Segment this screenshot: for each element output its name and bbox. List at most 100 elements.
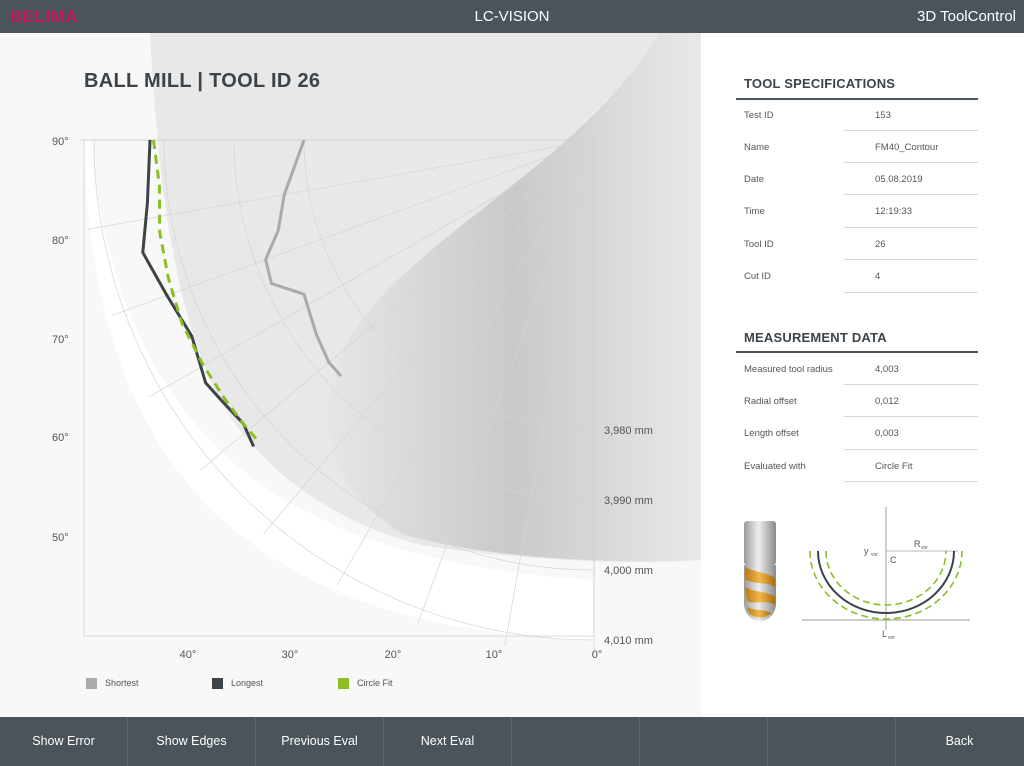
angle-tick-label: 40° — [180, 649, 197, 661]
empty-button-slot — [768, 717, 896, 766]
angle-tick-label: 10° — [486, 649, 503, 661]
row-divider — [844, 259, 978, 260]
radius-tick-label: 4,010 mm — [604, 635, 653, 647]
row-divider — [844, 194, 978, 195]
tool-specifications-title: TOOL SPECIFICATIONS — [744, 76, 896, 91]
r-vor-label: R — [914, 539, 921, 549]
grid-arc — [93, 139, 595, 641]
l-vor-subscript: vor — [888, 635, 895, 641]
elevation-axis: 90° 80° 70° 60° 50° — [52, 136, 69, 544]
elevation-tick-label: 90° — [52, 136, 69, 148]
back-button[interactable]: Back — [945, 734, 974, 748]
radius-tick-label: 4,000 mm — [604, 565, 653, 577]
legend-swatch-longest — [212, 678, 223, 690]
grid-radial-line — [87, 139, 595, 230]
radius-tick-label: 3,980 mm — [604, 425, 653, 437]
tool-silhouette-inner — [327, 33, 701, 562]
bottom-toolbar: Show Error Show Edges Previous Eval Next… — [0, 717, 1024, 766]
elevation-tick-label: 50° — [52, 532, 69, 544]
plot-frame — [83, 139, 595, 637]
spec-label: Name — [744, 142, 770, 153]
legend-item-circle-fit: Circle Fit — [338, 678, 393, 690]
empty-button-slot — [640, 717, 768, 766]
polar-chart: 40° 30° 20° 10° 0° 90° 80° 70° 60° 50° 3,980 mm 3… — [52, 33, 701, 717]
legend-item-longest: Longest — [212, 678, 264, 690]
grid-radial-line — [110, 139, 595, 317]
section-divider — [736, 351, 978, 353]
show-error-button[interactable]: Show Error — [0, 717, 128, 766]
spec-label: Date — [744, 174, 765, 185]
elevation-tick-label: 60° — [52, 432, 69, 444]
spec-value: 12:19:33 — [875, 206, 912, 217]
brand-logo: BELIMA — [10, 7, 79, 26]
angle-tick-label: 30° — [282, 649, 299, 661]
radius-tick-label: 3,990 mm — [604, 495, 653, 507]
row-divider — [844, 416, 978, 417]
measurement-label: Measured tool radius — [744, 364, 833, 375]
legend-label-circle-fit: Circle Fit — [357, 678, 393, 688]
measurement-value: Circle Fit — [875, 461, 913, 472]
measurement-label: Radial offset — [744, 396, 797, 407]
legend-label-shortest: Shortest — [105, 678, 139, 688]
row-divider — [844, 292, 978, 293]
elevation-tick-label: 80° — [52, 235, 69, 247]
top-bar: BELIMA LC-VISION 3D ToolControl — [0, 0, 1024, 33]
spec-value: FM40_Contour — [875, 142, 939, 153]
angle-tick-label: 0° — [592, 649, 603, 661]
section-divider — [736, 98, 978, 100]
app-title: LC-VISION — [474, 8, 550, 25]
grid-radial-line — [417, 139, 595, 624]
row-divider — [844, 130, 978, 131]
grid-radial-line — [200, 139, 595, 471]
series-shortest — [264, 139, 343, 377]
ball-mill-icon — [744, 521, 776, 621]
chart-grid — [80, 139, 595, 654]
c-label: C — [890, 555, 897, 565]
row-divider — [844, 227, 978, 228]
measurement-label: Evaluated with — [744, 461, 806, 472]
spec-label: Tool ID — [744, 239, 774, 250]
grid-arc — [303, 139, 595, 431]
legend-item-shortest: Shortest — [86, 678, 139, 690]
grid-arc — [233, 139, 595, 501]
tolerance-band — [84, 140, 594, 640]
elevation-tick-label: 70° — [52, 334, 69, 346]
spec-value: 26 — [875, 239, 886, 250]
y-vor-label: y — [864, 546, 869, 556]
row-divider — [844, 481, 978, 482]
legend-swatch-circle-fit — [338, 678, 349, 690]
angle-axis: 40° 30° 20° 10° 0° — [180, 649, 603, 661]
spec-value: 153 — [875, 110, 891, 121]
grid-radial-line — [148, 139, 595, 398]
r-vor-subscript: vor — [921, 545, 928, 551]
series-longest — [141, 139, 255, 448]
previous-eval-button[interactable]: Previous Eval — [256, 717, 384, 766]
spec-label: Time — [744, 206, 765, 217]
grid-arc — [163, 139, 595, 571]
show-edges-button[interactable]: Show Edges — [128, 717, 256, 766]
legend-label-longest: Longest — [231, 678, 264, 688]
next-eval-button[interactable]: Next Eval — [384, 717, 512, 766]
spec-label: Cut ID — [744, 271, 771, 282]
empty-button-slot — [512, 717, 640, 766]
legend-swatch-shortest — [86, 678, 97, 690]
measurement-value: 0,003 — [875, 428, 899, 439]
page-title: BALL MILL | TOOL ID 26 — [84, 70, 321, 92]
grid-radial-line — [504, 139, 595, 647]
spec-value: 4 — [875, 271, 881, 282]
row-divider — [844, 449, 978, 450]
measurement-label: Length offset — [744, 428, 799, 439]
spec-label: Test ID — [744, 110, 774, 121]
measurement-value: 0,012 — [875, 396, 899, 407]
measurement-value: 4,003 — [875, 364, 899, 375]
l-vor-label: L — [882, 629, 887, 639]
measurement-data-title: MEASUREMENT DATA — [744, 330, 887, 345]
spec-value: 05.08.2019 — [875, 174, 923, 185]
geometry-diagram: y vor C R vor L vor — [802, 507, 970, 641]
grid-radial-line — [263, 139, 595, 534]
angle-tick-label: 20° — [385, 649, 402, 661]
grid-radial-line — [336, 139, 595, 586]
series-layer — [141, 139, 343, 448]
series-circle-fit — [152, 139, 260, 443]
row-divider — [844, 162, 978, 163]
